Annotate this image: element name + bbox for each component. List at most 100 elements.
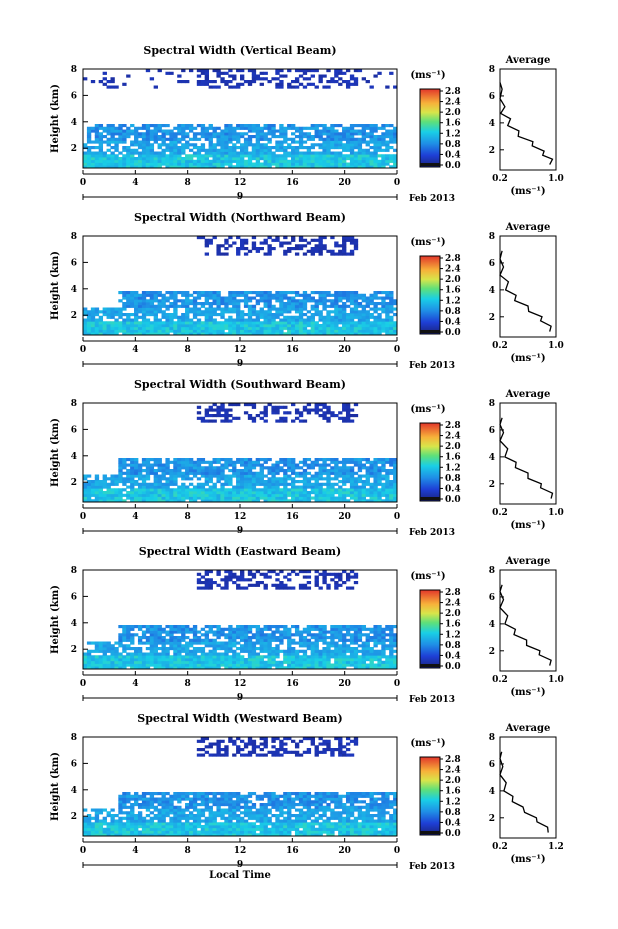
- heat-cell: [357, 458, 363, 462]
- heat-cell: [287, 124, 292, 128]
- heat-cell: [83, 822, 88, 826]
- heat-cell: [271, 329, 276, 333]
- heat-cell: [377, 655, 382, 659]
- heat-cell: [322, 140, 327, 144]
- heat-cell: [212, 69, 217, 73]
- heat-cell: [94, 135, 100, 139]
- heat-cell: [353, 77, 359, 81]
- heat-cell: [294, 151, 300, 155]
- heat-cell: [177, 471, 182, 475]
- heat-cell: [259, 482, 264, 486]
- heat-cell: [283, 140, 288, 144]
- heat-cell: [114, 474, 119, 478]
- heat-cell: [149, 162, 155, 166]
- heat-cell: [153, 332, 158, 336]
- heat-cell: [263, 488, 268, 492]
- heat-cell: [389, 299, 394, 303]
- heat-cell: [302, 499, 308, 503]
- heat-cell: [271, 638, 276, 642]
- heat-cell: [149, 485, 155, 489]
- heat-cell: [365, 641, 370, 645]
- heat-cell: [330, 638, 335, 642]
- heat-cell: [338, 575, 343, 579]
- heat-cell: [342, 493, 347, 497]
- heat-cell: [357, 469, 363, 473]
- heat-cell: [334, 630, 339, 634]
- heat-cell: [232, 132, 237, 136]
- heat-cell: [302, 660, 308, 664]
- heat-cell: [173, 460, 178, 464]
- heat-cell: [122, 499, 127, 503]
- heat-cell: [373, 625, 378, 629]
- heat-cell: [200, 658, 206, 662]
- heat-cell: [314, 627, 319, 631]
- heat-cell: [141, 124, 147, 128]
- heat-cell: [255, 463, 261, 467]
- heat-cell: [314, 310, 319, 314]
- profile-x-tick-label: 0.2: [492, 341, 508, 351]
- heat-cell: [377, 663, 382, 667]
- heat-cell: [90, 326, 96, 330]
- heat-cell: [220, 296, 225, 300]
- heat-cell: [173, 326, 178, 330]
- heat-cell: [389, 630, 394, 634]
- heat-cell: [157, 463, 162, 467]
- heat-cell: [208, 238, 213, 242]
- heat-cell: [369, 154, 374, 158]
- x-tick-label: 20: [338, 512, 351, 522]
- heat-cell: [298, 302, 304, 306]
- heat-cell: [98, 146, 104, 150]
- heat-cell: [322, 146, 327, 150]
- heat-cell: [224, 310, 229, 314]
- heat-cell: [381, 649, 386, 653]
- profile-y-tick-label: 6: [489, 92, 495, 102]
- heat-cell: [130, 638, 135, 642]
- heat-cell: [188, 129, 194, 133]
- heat-cell: [338, 630, 343, 634]
- heat-cell: [137, 485, 143, 489]
- heat-cell: [185, 658, 190, 662]
- heat-cell: [326, 293, 331, 297]
- colorbar-tick-label: 2.0: [445, 609, 461, 619]
- heat-cell: [255, 140, 261, 144]
- heat-cell: [283, 496, 288, 500]
- heat-cell: [149, 129, 155, 133]
- heat-cell: [279, 458, 284, 462]
- heat-cell: [200, 649, 206, 653]
- heat-cell: [326, 416, 331, 420]
- heat-cell: [287, 324, 292, 328]
- heat-cell: [204, 332, 210, 336]
- heat-cell: [114, 332, 119, 336]
- heat-cell: [86, 162, 92, 166]
- heat-cell: [338, 658, 343, 662]
- heat-cell: [153, 633, 158, 637]
- heat-cell: [271, 636, 276, 640]
- heat-cell: [161, 474, 166, 478]
- heat-cell: [157, 480, 162, 484]
- heat-cell: [310, 474, 315, 478]
- heat-cell: [94, 811, 100, 815]
- heat-cell: [232, 471, 237, 475]
- heat-cell: [267, 649, 272, 653]
- heat-cell: [318, 80, 323, 84]
- heat-cell: [110, 315, 115, 319]
- heat-cell: [287, 482, 292, 486]
- heat-cell: [236, 660, 241, 664]
- heat-cell: [263, 304, 268, 308]
- heat-cell: [110, 85, 115, 89]
- heat-cell: [153, 469, 158, 473]
- heat-cell: [302, 154, 308, 158]
- heat-cell: [283, 252, 288, 256]
- heat-cell: [165, 318, 170, 322]
- heat-cell: [216, 299, 221, 303]
- heat-cell: [389, 480, 394, 484]
- heat-cell: [102, 663, 107, 667]
- heat-cell: [302, 291, 308, 295]
- heat-cell: [149, 296, 155, 300]
- heat-cell: [342, 146, 347, 150]
- heat-cell: [381, 307, 386, 311]
- heat-cell: [86, 491, 92, 495]
- heat-cell: [255, 332, 261, 336]
- heat-cell: [361, 485, 367, 489]
- heat-cell: [271, 296, 276, 300]
